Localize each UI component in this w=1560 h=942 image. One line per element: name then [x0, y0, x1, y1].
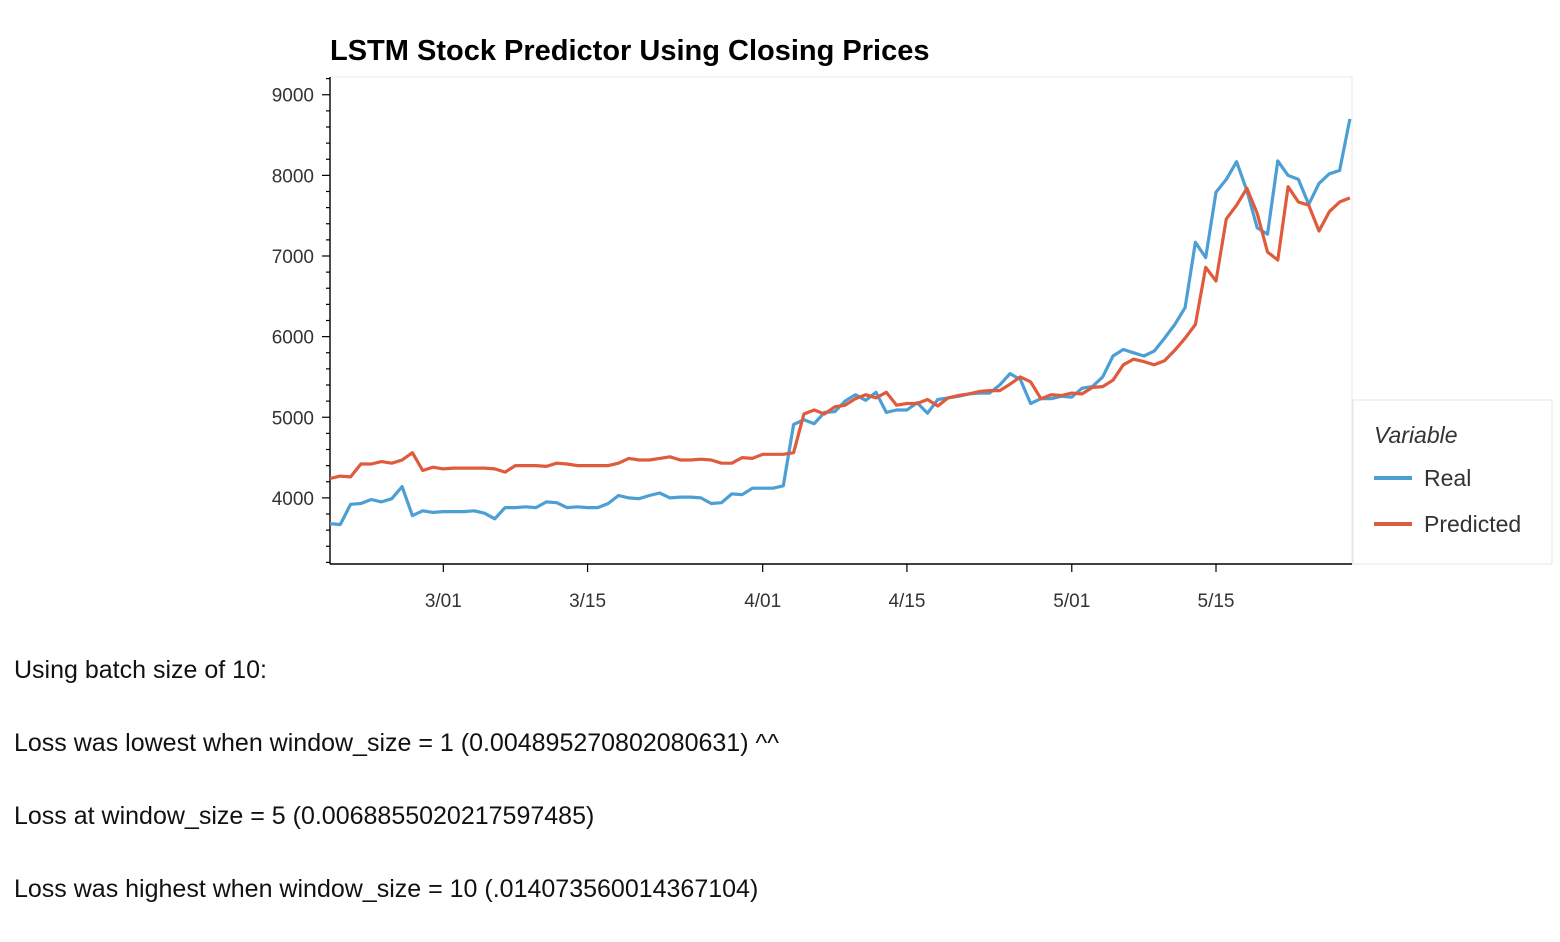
- x-tick-label: 4/01: [744, 591, 781, 612]
- series-layer: [330, 118, 1352, 527]
- x-axis: 3/01 3/15 4/01 4/15 5/01 5/15: [330, 563, 1352, 612]
- note-batch-size: Using batch size of 10:: [14, 656, 267, 684]
- legend-label-predicted: Predicted: [1424, 511, 1521, 537]
- x-tick-label: 3/01: [425, 591, 462, 612]
- series-line-predicted: [330, 185, 1351, 481]
- legend: Variable Real Predicted: [1352, 399, 1553, 565]
- y-tick-label: 8000: [272, 166, 314, 187]
- y-tick-label: 6000: [272, 328, 314, 349]
- x-tick-label: 4/15: [888, 591, 925, 612]
- legend-box: [1352, 399, 1553, 565]
- x-tick-label: 3/15: [569, 591, 606, 612]
- y-tick-label: 5000: [272, 408, 314, 429]
- line-chart: LSTM Stock Predictor Using Closing Price…: [272, 35, 1553, 612]
- y-tick-label: 9000: [272, 86, 314, 107]
- chart-title: LSTM Stock Predictor Using Closing Price…: [330, 35, 929, 67]
- y-axis: 4000 5000 6000 7000 8000 9000: [272, 77, 331, 564]
- plot-frame: [329, 76, 1353, 565]
- y-tick-label: 4000: [272, 489, 314, 510]
- y-tick-label: 7000: [272, 247, 314, 268]
- results-notes: Using batch size of 10: Loss was lowest …: [14, 650, 1514, 942]
- note-lowest-loss: Loss was lowest when window_size = 1 (0.…: [14, 729, 779, 757]
- note-highest-loss: Loss was highest when window_size = 10 (…: [14, 875, 759, 903]
- chart-container: LSTM Stock Predictor Using Closing Price…: [272, 35, 1553, 612]
- note-mid-loss: Loss at window_size = 5 (0.0068855020217…: [14, 802, 595, 830]
- legend-label-real: Real: [1424, 465, 1471, 491]
- x-tick-label: 5/15: [1198, 591, 1235, 612]
- x-tick-label: 5/01: [1053, 591, 1090, 612]
- legend-title: Variable: [1374, 422, 1458, 448]
